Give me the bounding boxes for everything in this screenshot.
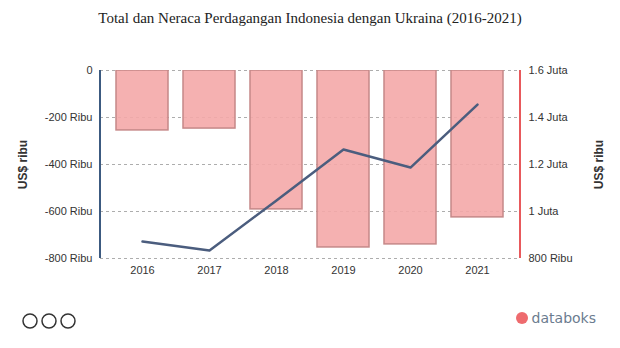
svg-text:2020: 2020 [398, 264, 422, 276]
svg-text:2019: 2019 [331, 264, 355, 276]
svg-text:US$ ribu: US$ ribu [592, 140, 606, 189]
svg-text:-400 Ribu: -400 Ribu [45, 158, 93, 170]
svg-text:1.6 Juta: 1.6 Juta [529, 64, 569, 76]
svg-text:US$ ribu: US$ ribu [16, 140, 30, 189]
svg-text:-800 Ribu: -800 Ribu [45, 252, 93, 264]
svg-text:1.2 Juta: 1.2 Juta [529, 158, 569, 170]
svg-text:2021: 2021 [465, 264, 489, 276]
svg-text:2018: 2018 [264, 264, 288, 276]
svg-text:-200 Ribu: -200 Ribu [45, 111, 93, 123]
svg-text:2016: 2016 [130, 264, 154, 276]
svg-text:1 Juta: 1 Juta [529, 205, 560, 217]
svg-text:800 Ribu: 800 Ribu [529, 252, 573, 264]
html-text:Total dan Neraca Perdagangan I: Total dan Neraca Perdagangan Indonesia d… [98, 10, 522, 26]
svg-text:0: 0 [86, 64, 92, 76]
html-text:databoks: databoks [531, 310, 596, 326]
svg-text:1.4 Juta: 1.4 Juta [529, 111, 569, 123]
svg-text:2017: 2017 [197, 264, 221, 276]
svg-text:-600 Ribu: -600 Ribu [45, 205, 93, 217]
